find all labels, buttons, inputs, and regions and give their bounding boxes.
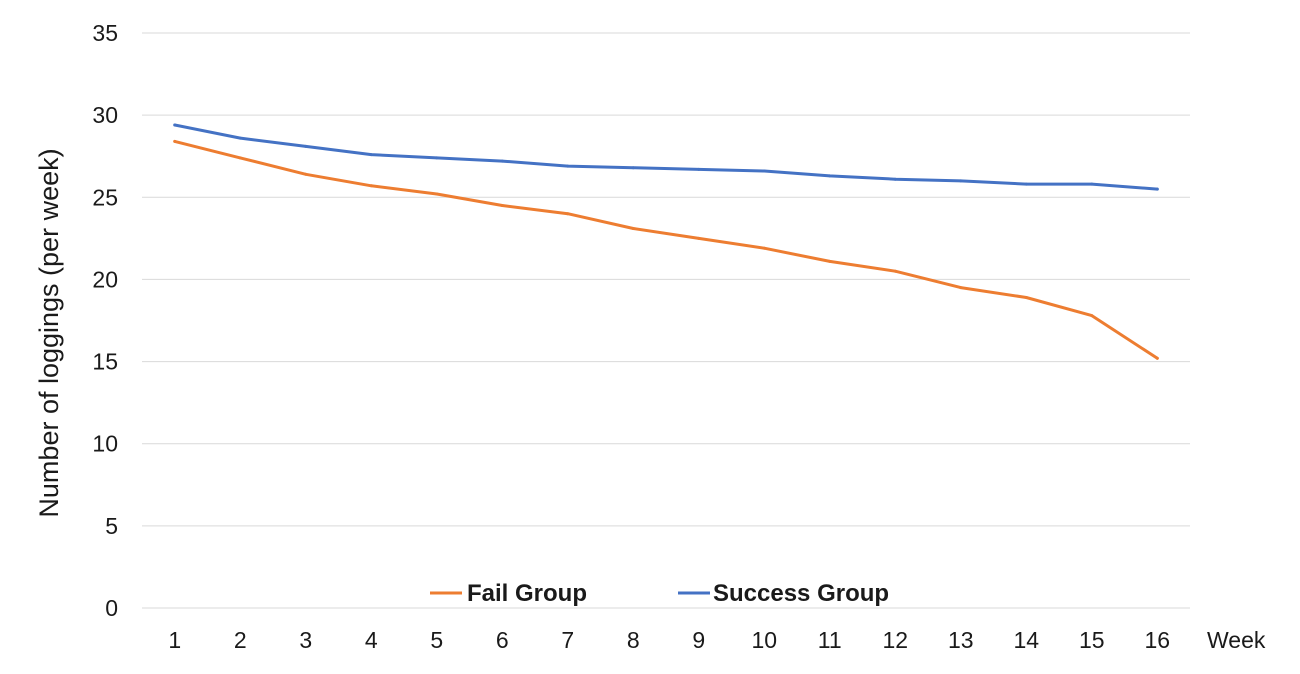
x-tick-label: 16 <box>1144 627 1170 653</box>
data-point <box>173 139 177 143</box>
x-tick-label: 7 <box>561 627 574 653</box>
y-tick-label: 5 <box>105 513 118 539</box>
data-point <box>500 204 504 207</box>
x-tick-label: 15 <box>1079 627 1105 653</box>
data-point <box>959 286 963 290</box>
data-point <box>1155 356 1159 360</box>
x-tick-label: 8 <box>627 627 640 653</box>
x-axis-ticks: 1 2 3 4 5 6 7 8 9 10 11 12 13 14 15 16 <box>168 627 1170 653</box>
data-point <box>959 179 963 183</box>
data-point <box>893 177 897 181</box>
y-tick-label: 0 <box>105 595 118 621</box>
data-point <box>435 192 439 196</box>
y-tick-label: 35 <box>92 20 118 46</box>
y-tick-label: 15 <box>92 349 118 375</box>
x-tick-label: 11 <box>818 627 842 653</box>
data-point <box>369 184 373 188</box>
data-point <box>173 123 177 127</box>
y-tick-label: 30 <box>92 102 118 128</box>
series-lines <box>173 123 1159 360</box>
data-point <box>697 236 701 240</box>
data-point <box>893 269 897 273</box>
x-tick-label: 5 <box>430 627 443 653</box>
series-line-success-group <box>173 123 1159 191</box>
data-point <box>631 227 635 230</box>
data-point <box>828 259 832 263</box>
data-point <box>435 156 439 160</box>
data-point <box>238 136 242 140</box>
y-tick-label: 20 <box>92 266 118 292</box>
x-tick-label: 13 <box>948 627 974 653</box>
y-axis-ticks: 0 5 10 15 20 25 30 35 <box>92 20 118 621</box>
data-point <box>828 174 832 178</box>
legend-label-success: Success Group <box>713 580 889 607</box>
x-tick-label: 1 <box>168 627 181 653</box>
gridlines <box>142 32 1190 609</box>
data-point <box>566 164 570 168</box>
data-point <box>1024 182 1028 186</box>
legend: Fail Group Success Group <box>430 580 889 607</box>
x-tick-label: 4 <box>365 627 378 653</box>
data-point <box>238 156 242 160</box>
x-tick-label: 3 <box>299 627 312 653</box>
data-point <box>1090 182 1094 186</box>
x-tick-label: 6 <box>496 627 509 653</box>
data-point <box>304 144 308 148</box>
y-tick-label: 25 <box>92 184 118 210</box>
y-tick-label: 10 <box>92 431 118 457</box>
data-point <box>500 159 504 163</box>
series-line-fail-group <box>173 139 1159 360</box>
data-point <box>762 246 766 250</box>
data-point <box>1155 187 1159 191</box>
x-axis-title: Week <box>1207 627 1266 653</box>
x-tick-label: 14 <box>1013 627 1039 653</box>
data-point <box>304 172 308 176</box>
x-tick-label: 10 <box>751 627 777 653</box>
x-tick-label: 2 <box>234 627 247 653</box>
data-point <box>631 166 635 170</box>
data-point <box>762 169 766 173</box>
legend-label-fail: Fail Group <box>467 580 587 607</box>
data-point <box>697 167 701 171</box>
x-tick-label: 9 <box>692 627 705 653</box>
data-point <box>1090 314 1094 318</box>
data-point <box>1024 296 1028 299</box>
data-point <box>369 153 373 157</box>
data-point <box>566 212 570 216</box>
y-axis-title: Number of loggings (per week) <box>34 148 64 517</box>
x-tick-label: 12 <box>882 627 908 653</box>
